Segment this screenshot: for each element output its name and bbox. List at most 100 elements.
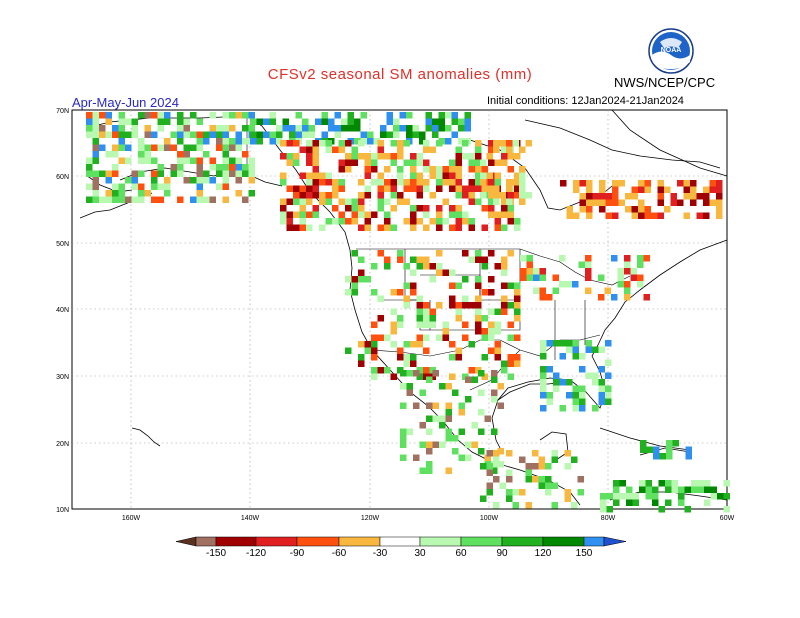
anomaly-cell [520,255,527,262]
anomaly-cell [410,179,417,186]
anomaly-cell [390,185,397,192]
anomaly-cell [481,373,488,380]
anomaly-cell [397,179,404,186]
anomaly-cell [519,146,526,153]
anomaly-cell [579,193,586,200]
anomaly-cell [539,268,546,275]
anomaly-cell [242,170,249,177]
anomaly-cell [442,179,449,186]
anomaly-cell [683,186,690,193]
anomaly-cell [494,159,501,166]
anomaly-cell [455,347,462,354]
anomaly-cell [112,144,119,151]
anomaly-cell [445,415,452,422]
anomaly-cell [105,118,112,125]
anomaly-cell [410,153,417,160]
anomaly-cell [429,192,436,199]
anomaly-cell [86,118,93,125]
anomaly-cell [605,199,612,206]
anomaly-cell [432,118,439,125]
anomaly-cell [99,144,106,151]
anomaly-cell [416,256,423,263]
colorbar-label: -60 [332,548,347,559]
anomaly-cell [519,166,526,173]
anomaly-cell [312,179,319,186]
anomaly-cell [599,199,606,206]
anomaly-cell [491,428,498,435]
anomaly-cell [449,282,456,289]
anomaly-cell [371,153,378,160]
anomaly-cell [455,146,462,153]
anomaly-cell [403,282,410,289]
anomaly-cell [672,440,679,447]
anomaly-cell [235,144,242,151]
anomaly-cell [423,334,430,341]
anomaly-cell [105,196,112,203]
anomaly-cell [626,493,633,500]
anomaly-cell [384,256,391,263]
anomaly-cell [384,367,391,374]
anomaly-cell [105,190,112,197]
anomaly-cell [222,196,229,203]
anomaly-cell [520,268,527,275]
anomaly-cell [371,334,378,341]
anomaly-cell [280,218,287,225]
anomaly-cell [416,367,423,374]
anomaly-cell [632,493,639,500]
anomaly-cell [519,489,526,496]
anomaly-cell [118,157,125,164]
anomaly-cell [358,192,365,199]
anomaly-cell [209,196,216,203]
anomaly-cell [540,379,547,386]
anomaly-cell [157,112,164,119]
anomaly-cell [425,112,432,119]
anomaly-cell [468,192,475,199]
anomaly-cell [501,282,508,289]
anomaly-cell [704,480,711,487]
anomaly-cell [429,276,436,283]
anomaly-cell [651,212,658,219]
anomaly-cell [196,118,203,125]
anomaly-cell [519,456,526,463]
anomaly-cell [631,186,638,193]
anomaly-cell [371,321,378,328]
anomaly-cell [624,255,631,262]
lon-label: 60W [720,515,735,522]
season-label: Apr-May-Jun 2024 [72,95,179,110]
anomaly-cell [585,268,592,275]
anomaly-cell [519,185,526,192]
anomaly-cell [458,138,465,145]
anomaly-cell [493,140,500,147]
anomaly-cell [386,112,393,119]
anomaly-cell [347,125,354,132]
anomaly-cell [86,125,93,132]
anomaly-cell [539,294,546,301]
anomaly-cell [449,269,456,276]
anomaly-cell [397,321,404,328]
anomaly-cell [222,177,229,184]
anomaly-cell [413,454,420,461]
anomaly-cell [612,199,619,206]
anomaly-cell [312,159,319,166]
anomaly-cell [488,328,495,335]
anomaly-cell [512,140,519,147]
anomaly-cell [222,144,229,151]
anomaly-cell [328,125,335,132]
anomaly-cell [480,495,487,502]
anomaly-cell [572,385,579,392]
anomaly-cell [507,218,514,225]
anomaly-cell [312,185,319,192]
anomaly-cell [552,274,559,281]
anomaly-cell [295,131,302,138]
anomaly-cell [618,180,625,187]
anomaly-cell [393,118,400,125]
anomaly-cell [507,360,514,367]
anomaly-cell [367,138,374,145]
org-label: NWS/NCEP/CPC [614,75,716,90]
anomaly-cell [364,153,371,160]
anomaly-cell [416,192,423,199]
anomaly-cell [507,282,514,289]
anomaly-cell [269,112,276,119]
anomaly-cell [216,131,223,138]
anomaly-cell [86,196,93,203]
